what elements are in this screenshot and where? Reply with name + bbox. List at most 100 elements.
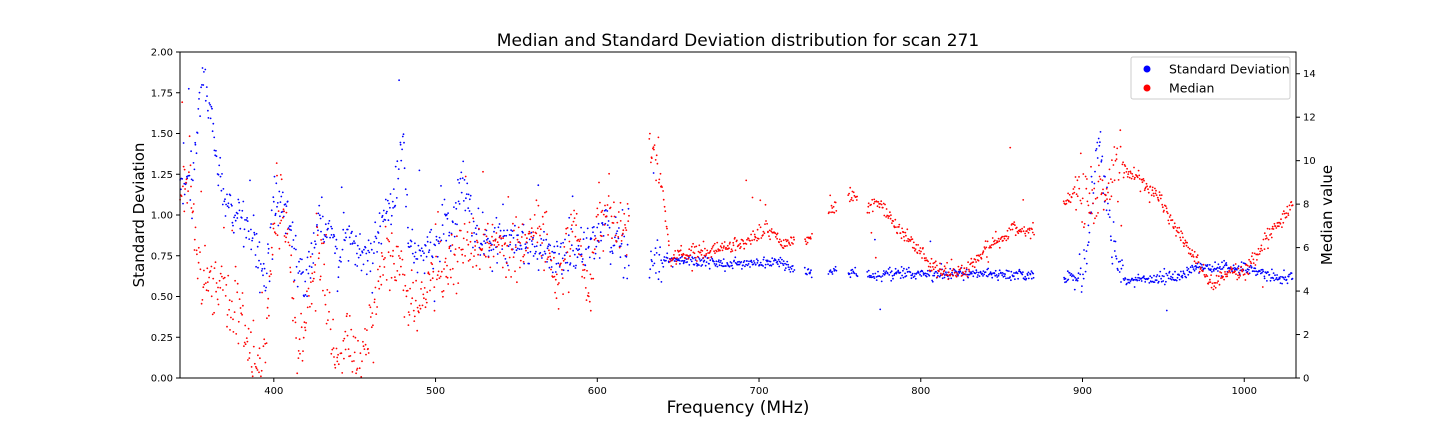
data-point xyxy=(204,245,206,247)
data-point xyxy=(229,299,231,301)
data-point xyxy=(627,244,629,246)
data-point xyxy=(626,256,628,258)
data-point xyxy=(744,265,746,267)
data-point xyxy=(279,222,281,224)
data-point xyxy=(602,222,604,224)
data-point xyxy=(401,149,403,151)
data-point xyxy=(713,261,715,263)
data-point xyxy=(239,228,241,230)
data-point xyxy=(932,281,934,283)
data-point xyxy=(695,246,697,248)
data-point xyxy=(578,245,580,247)
data-point xyxy=(309,265,311,267)
data-point xyxy=(835,202,837,204)
data-point xyxy=(849,201,851,203)
data-point xyxy=(1025,235,1027,237)
data-point xyxy=(1241,261,1243,263)
data-point xyxy=(437,240,439,242)
data-point xyxy=(1210,281,1212,283)
data-point xyxy=(943,270,945,272)
data-point xyxy=(320,239,322,241)
data-point xyxy=(749,266,751,268)
data-point xyxy=(890,218,892,220)
data-point xyxy=(679,263,681,265)
data-point xyxy=(234,215,236,217)
data-point xyxy=(235,266,237,268)
data-point xyxy=(403,133,405,135)
data-point xyxy=(676,257,678,259)
data-point xyxy=(541,257,543,259)
data-point xyxy=(346,315,348,317)
data-point xyxy=(627,220,629,222)
data-point xyxy=(283,208,285,210)
data-point xyxy=(478,208,480,210)
data-point xyxy=(342,249,344,251)
data-point xyxy=(343,338,345,340)
data-point xyxy=(241,210,243,212)
data-point xyxy=(186,178,188,180)
data-point xyxy=(348,225,350,227)
data-point xyxy=(931,270,933,272)
data-point xyxy=(548,249,550,251)
data-point xyxy=(355,235,357,237)
data-point xyxy=(717,266,719,268)
data-point xyxy=(711,256,713,258)
data-point xyxy=(376,237,378,239)
data-point xyxy=(210,106,212,108)
data-point xyxy=(330,353,332,355)
data-point xyxy=(1113,146,1115,148)
data-point xyxy=(922,247,924,249)
legend-label-standard-deviation: Standard Deviation xyxy=(1169,62,1290,77)
data-point xyxy=(625,227,627,229)
data-point xyxy=(482,171,484,173)
data-point xyxy=(312,253,314,255)
data-point xyxy=(537,258,539,260)
data-point xyxy=(698,244,700,246)
data-point xyxy=(1165,281,1167,283)
data-point xyxy=(900,277,902,279)
data-point xyxy=(248,328,250,330)
data-point xyxy=(700,252,702,254)
data-point xyxy=(263,263,265,265)
data-point xyxy=(1160,198,1162,200)
data-point xyxy=(623,213,625,215)
data-point xyxy=(1023,230,1025,232)
data-point xyxy=(424,287,426,289)
data-point xyxy=(276,206,278,208)
data-point xyxy=(622,233,624,235)
data-point xyxy=(1087,201,1089,203)
data-point xyxy=(1215,287,1217,289)
data-point xyxy=(880,276,882,278)
data-point xyxy=(651,157,653,159)
data-point xyxy=(426,256,428,258)
data-point xyxy=(1172,277,1174,279)
data-point xyxy=(298,350,300,352)
data-point xyxy=(188,171,190,173)
data-point xyxy=(991,244,993,246)
data-point xyxy=(411,269,413,271)
data-point xyxy=(751,239,753,241)
data-point xyxy=(755,264,757,266)
data-point xyxy=(1143,275,1145,277)
data-point xyxy=(1106,198,1108,200)
data-point xyxy=(188,88,190,90)
data-point xyxy=(655,247,657,249)
data-point xyxy=(218,165,220,167)
data-point xyxy=(473,221,475,223)
data-point xyxy=(785,267,787,269)
data-point xyxy=(1080,200,1082,202)
data-point xyxy=(349,237,351,239)
data-point xyxy=(724,270,726,272)
data-point xyxy=(236,217,238,219)
data-point xyxy=(419,305,421,307)
data-point xyxy=(977,274,979,276)
data-point xyxy=(653,149,655,151)
data-point xyxy=(1289,209,1291,211)
data-point xyxy=(448,235,450,237)
data-point xyxy=(359,367,361,369)
data-point xyxy=(257,246,259,248)
data-point xyxy=(369,304,371,306)
data-point xyxy=(1085,271,1087,273)
data-point xyxy=(1095,150,1097,152)
data-point xyxy=(723,258,725,260)
